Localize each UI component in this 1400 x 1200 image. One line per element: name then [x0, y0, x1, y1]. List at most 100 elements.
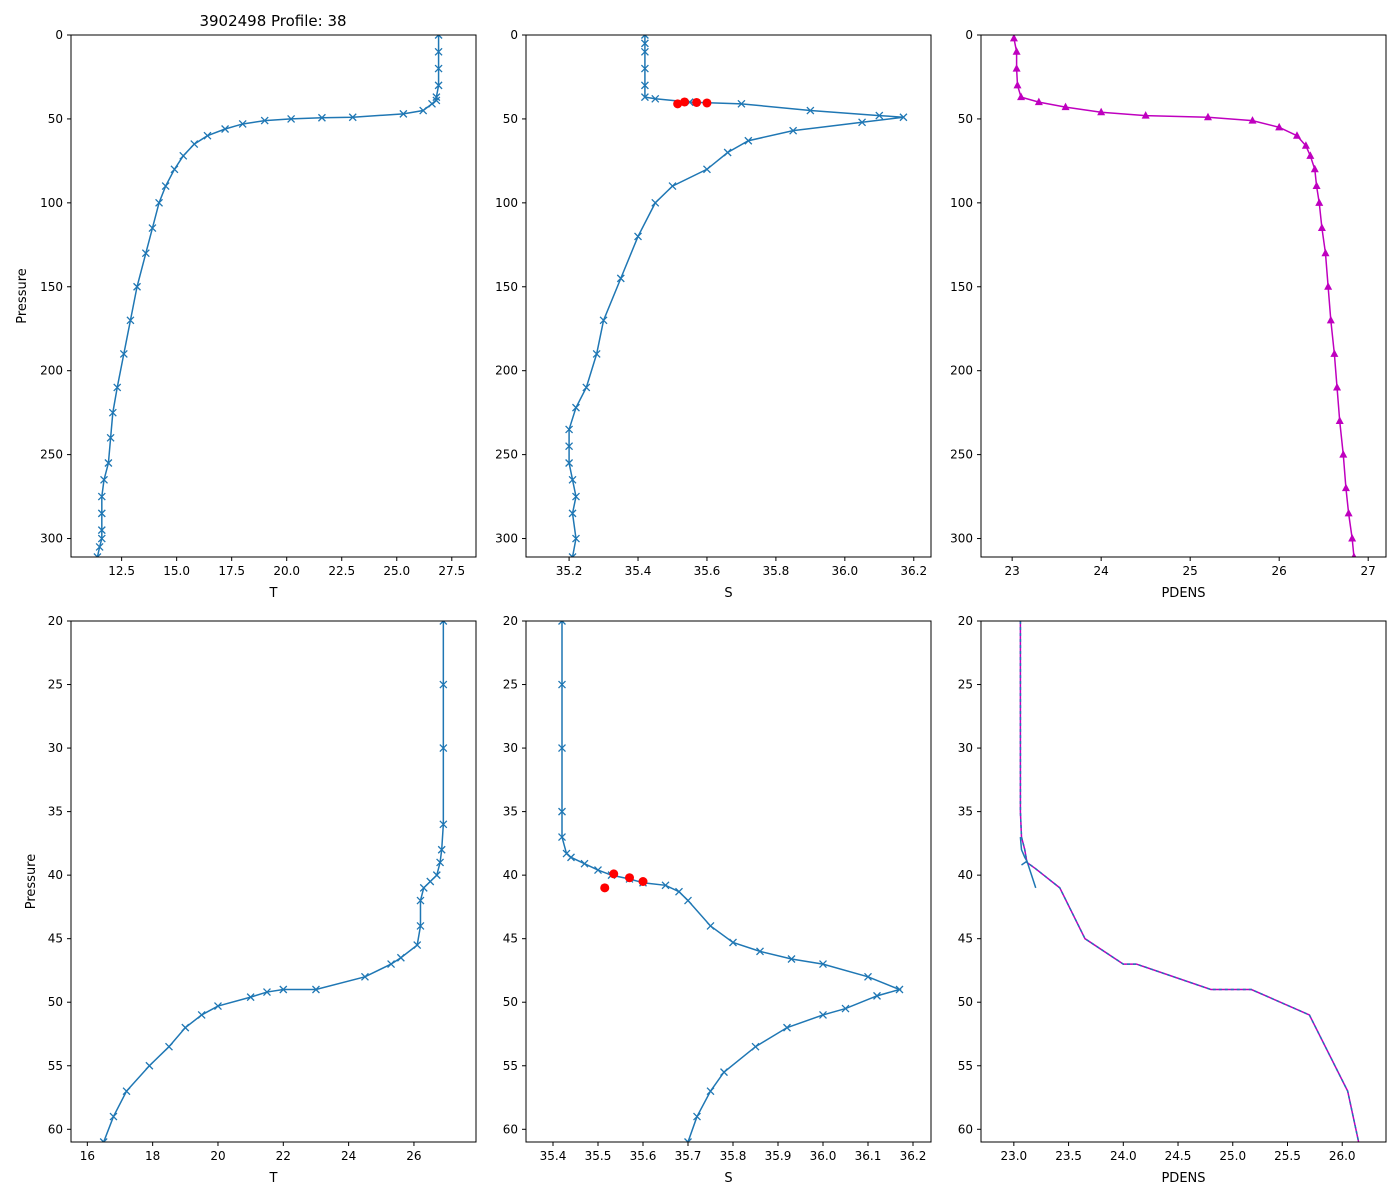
- data-point: [170, 165, 179, 174]
- data-point: [599, 316, 608, 325]
- data-point: [126, 316, 135, 325]
- series-line-T: [102, 621, 445, 1142]
- x-tick-label: 24: [341, 1149, 356, 1163]
- plot-area: [99, 621, 448, 1142]
- y-tick-label: 250: [495, 448, 518, 462]
- data-point: [702, 165, 711, 174]
- x-axis-label: S: [724, 1171, 732, 1186]
- data-point: [419, 883, 428, 892]
- data-point: [141, 249, 150, 258]
- data-point: [568, 509, 577, 518]
- y-tick-label: 100: [950, 196, 973, 210]
- data-point: [1330, 349, 1339, 357]
- data-point: [572, 492, 580, 501]
- data-point: [432, 871, 441, 880]
- x-tick-label: 25.0: [1219, 1149, 1246, 1163]
- y-tick-label: 60: [503, 1122, 518, 1136]
- x-tick-label: 18: [145, 1149, 160, 1163]
- data-point: [565, 442, 574, 451]
- data-point: [558, 680, 566, 689]
- data-point: [1310, 164, 1319, 173]
- x-axis-label: PDENS: [1161, 586, 1205, 601]
- data-point: [1292, 131, 1301, 139]
- x-tick-label: 35.8: [720, 1149, 747, 1163]
- data-point: [97, 526, 106, 535]
- data-point: [1351, 552, 1357, 557]
- x-tick-label: 35.9: [765, 1149, 792, 1163]
- data-point: [1317, 223, 1326, 232]
- data-point: [1012, 47, 1021, 55]
- data-point: [651, 94, 660, 103]
- data-point: [565, 425, 574, 434]
- x-tick-label: 26: [1272, 564, 1287, 578]
- y-tick-label: 45: [958, 932, 973, 946]
- data-point: [312, 985, 320, 994]
- data-point: [93, 553, 102, 557]
- data-point: [592, 349, 601, 358]
- data-point: [1013, 80, 1022, 89]
- data-point: [864, 972, 872, 981]
- x-tick-label: 35.4: [625, 564, 652, 578]
- series-line-T: [96, 35, 440, 557]
- data-point: [684, 1138, 692, 1142]
- data-point: [432, 96, 441, 105]
- data-point: [558, 744, 566, 753]
- series-overlay-line: [1019, 621, 1360, 1142]
- x-tick-label: 16: [80, 1149, 95, 1163]
- data-point: [387, 960, 396, 969]
- data-point: [640, 64, 649, 73]
- data-point: [100, 475, 108, 484]
- data-point: [413, 941, 422, 949]
- data-point: [634, 232, 642, 241]
- data-point: [693, 1112, 701, 1121]
- data-point: [1335, 416, 1344, 425]
- data-point: [737, 99, 746, 108]
- x-axis-label: T: [269, 586, 278, 601]
- data-point: [436, 858, 445, 867]
- y-tick-label: 40: [958, 868, 973, 882]
- flagged-point: [673, 99, 683, 109]
- data-point: [439, 621, 448, 625]
- plot-area: [1009, 35, 1357, 557]
- axes-frame: [980, 34, 1387, 558]
- data-point: [246, 993, 255, 1002]
- data-point: [568, 475, 577, 484]
- y-tick-label: 300: [495, 532, 518, 546]
- data-point: [1097, 107, 1106, 116]
- data-point: [416, 922, 425, 930]
- data-point: [675, 887, 683, 896]
- y-tick-label: 50: [958, 995, 973, 1009]
- y-tick-label: 55: [48, 1059, 63, 1073]
- data-point: [640, 47, 649, 56]
- data-point: [558, 621, 566, 625]
- data-point: [1017, 92, 1026, 101]
- data-point: [789, 126, 798, 135]
- y-tick-label: 0: [965, 28, 973, 42]
- data-point: [416, 896, 425, 905]
- x-tick-label: 27: [1361, 564, 1376, 578]
- panel-T_full: 12.5 15.0 17.5 20.0 22.5 25.0 27.5 0 50 100 150 200…: [15, 28, 477, 601]
- x-tick-label: 35.8: [763, 564, 790, 578]
- x-tick-label: 36.1: [855, 1149, 882, 1163]
- data-point: [95, 542, 104, 551]
- data-point: [568, 553, 577, 557]
- data-point: [572, 534, 580, 543]
- flagged-point: [680, 97, 690, 107]
- y-tick-label: 100: [40, 196, 63, 210]
- x-tick-label: 15.0: [163, 564, 190, 578]
- data-point: [875, 111, 884, 120]
- panel-PDENS_full: 23 24 25 26 27 0 50 100 150 200 250 300 PDENS: [950, 28, 1387, 601]
- y-tick-label: 20: [48, 614, 63, 628]
- y-tick-label: 30: [958, 741, 973, 755]
- data-point: [684, 896, 692, 905]
- data-point: [1012, 64, 1021, 72]
- y-tick-label: 200: [40, 364, 63, 378]
- data-point: [263, 988, 271, 997]
- y-tick-label: 35: [48, 805, 63, 819]
- x-tick-label: 24.0: [1110, 1149, 1137, 1163]
- data-point: [1141, 111, 1150, 119]
- data-point: [1301, 141, 1310, 149]
- x-tick-label: 36.0: [810, 1149, 837, 1163]
- data-point: [841, 1004, 850, 1013]
- plot-area: [565, 35, 908, 557]
